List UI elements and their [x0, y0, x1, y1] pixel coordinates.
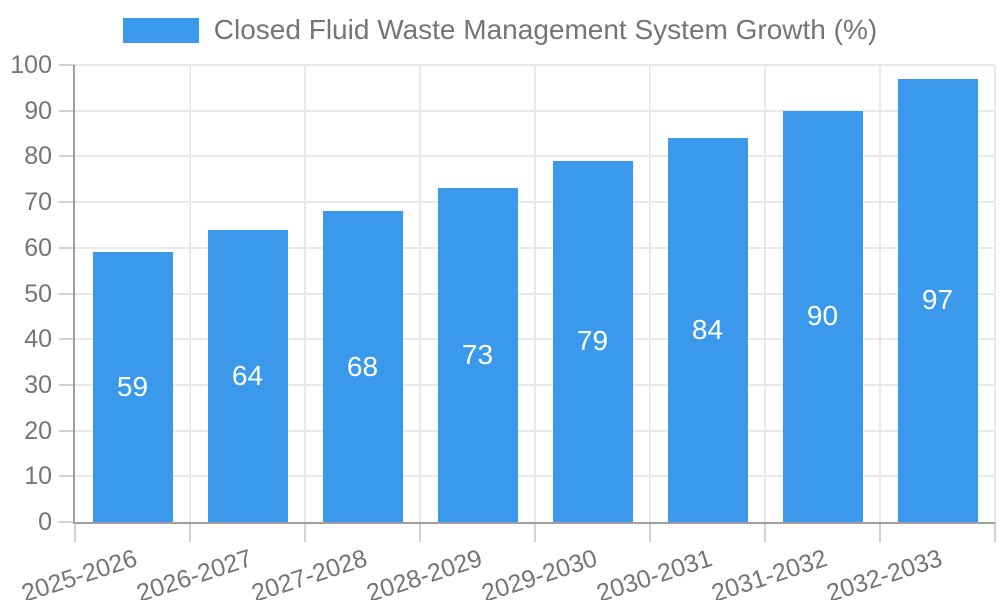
y-tick-mark — [59, 201, 75, 204]
bar[interactable]: 79 — [552, 160, 633, 522]
y-tick-mark — [59, 475, 75, 478]
x-axis-category-label: 2030-2031 — [593, 544, 716, 600]
x-axis-category-label: 2029-2030 — [478, 544, 601, 600]
x-tick-mark — [419, 522, 421, 542]
y-axis-tick-label: 100 — [10, 51, 52, 79]
legend-label: Closed Fluid Waste Management System Gro… — [213, 14, 878, 45]
bar-value-label: 64 — [231, 359, 264, 391]
x-tick-mark — [879, 522, 881, 542]
x-tick-mark — [189, 522, 191, 542]
x-axis-category-label: 2025-2026 — [18, 544, 141, 600]
y-axis-tick-label: 20 — [24, 416, 52, 445]
x-gridline — [649, 65, 651, 522]
x-gridline — [764, 65, 766, 522]
x-gridline — [994, 65, 996, 522]
bar-value-label: 84 — [691, 314, 724, 346]
x-axis-category-label: 2028-2029 — [363, 544, 486, 600]
y-axis-tick-label: 10 — [24, 462, 52, 491]
y-axis-tick-label: 0 — [38, 508, 52, 536]
bar[interactable]: 68 — [322, 211, 403, 522]
bar-value-label: 90 — [806, 300, 839, 332]
x-tick-mark — [304, 522, 306, 542]
bar-value-label: 73 — [461, 339, 494, 371]
x-axis-category-label: 2026-2027 — [133, 544, 256, 600]
x-tick-mark — [649, 522, 651, 542]
y-tick-mark — [59, 64, 75, 66]
x-axis-category-label: 2032-2033 — [823, 544, 946, 600]
x-gridline — [304, 65, 306, 522]
x-gridline — [419, 65, 421, 522]
bar[interactable]: 84 — [667, 138, 748, 522]
bar-value-label: 68 — [346, 350, 379, 382]
x-tick-mark — [74, 522, 76, 542]
y-tick-mark — [59, 155, 75, 158]
bar[interactable]: 64 — [207, 229, 288, 522]
legend-item[interactable]: Closed Fluid Waste Management System Gro… — [0, 14, 1000, 46]
bar[interactable]: 59 — [92, 252, 173, 522]
bar[interactable]: 97 — [897, 78, 978, 522]
y-tick-mark — [59, 292, 75, 295]
bar[interactable]: 90 — [782, 110, 863, 522]
y-axis-line — [73, 65, 75, 524]
y-tick-mark — [59, 521, 75, 523]
y-axis-tick-label: 30 — [24, 370, 52, 399]
x-gridline — [879, 65, 881, 522]
y-tick-mark — [59, 429, 75, 432]
y-axis-tick-label: 70 — [24, 188, 52, 217]
bar-value-label: 79 — [576, 325, 609, 357]
bar-value-label: 97 — [921, 284, 954, 316]
legend-swatch — [122, 17, 199, 43]
bar[interactable]: 73 — [437, 188, 518, 522]
x-axis-category-label: 2031-2032 — [708, 544, 831, 600]
x-tick-mark — [534, 522, 536, 542]
y-tick-mark — [59, 109, 75, 112]
x-tick-mark — [994, 522, 996, 542]
y-axis-tick-label: 90 — [24, 96, 52, 125]
x-gridline — [189, 65, 191, 522]
x-axis-category-label: 2027-2028 — [248, 544, 371, 600]
y-axis-tick-label: 40 — [24, 325, 52, 354]
bar-value-label: 59 — [116, 371, 149, 403]
y-tick-mark — [59, 383, 75, 386]
y-axis-tick-label: 60 — [24, 233, 52, 262]
x-axis-line — [73, 522, 995, 524]
y-axis-tick-label: 80 — [24, 142, 52, 171]
x-gridline — [534, 65, 536, 522]
y-tick-mark — [59, 338, 75, 341]
y-tick-mark — [59, 246, 75, 249]
x-tick-mark — [764, 522, 766, 542]
y-axis-tick-label: 50 — [24, 279, 52, 308]
